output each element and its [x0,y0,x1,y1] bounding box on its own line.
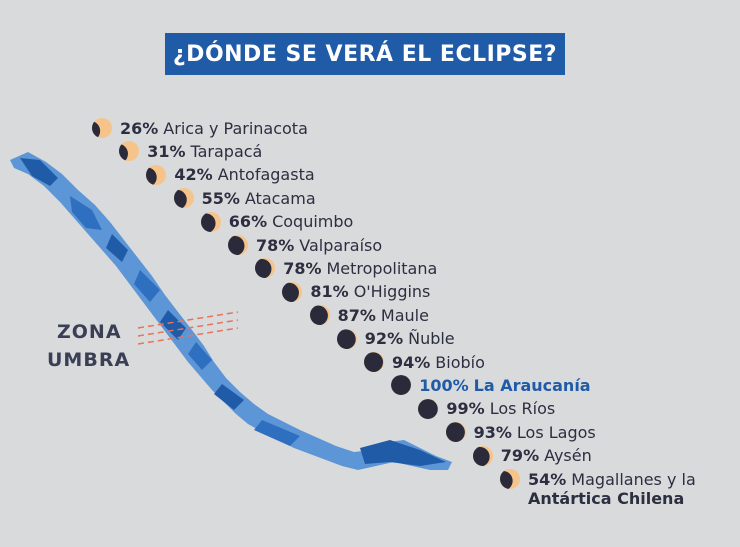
eclipse-icon [391,375,412,396]
region-percent: 66% [228,212,268,232]
region-percent: 42% [174,165,213,185]
map-region-maule [160,310,186,340]
region-item: 79% Aysén [472,445,592,467]
region-name-line2: Antártica Chilena [528,489,685,508]
region-item: 93% Los Lagos [445,421,596,443]
eclipse-icon [472,445,493,466]
eclipse-icon [228,235,248,255]
region-percent: 94% [392,352,431,372]
region-percent: 99% [446,399,485,419]
region-item: 100% La Araucanía [391,374,591,396]
map-region-lagos [214,384,244,410]
eclipse-icon [445,422,466,443]
zona-umbra-label-line1: ZONA [57,321,122,343]
region-name: Ñuble [408,329,455,349]
region-name: Coquimbo [272,212,354,232]
map-region-central [134,270,160,302]
eclipse-icon [364,352,384,372]
region-name: Arica y Parinacota [163,118,308,138]
region-percent: 55% [201,188,240,208]
map-region-magallanes [360,440,446,466]
region-name: Maule [380,305,429,325]
eclipse-icon [336,328,357,349]
region-percent: 100% [419,375,469,395]
eclipse-icon [282,281,303,302]
region-item: 99% Los Ríos [418,398,555,420]
region-item: 78% Valparaíso [228,234,382,256]
page-title: ¿DÓNDE SE VERÁ EL ECLIPSE? [165,33,565,75]
region-name: Metropolitana [326,258,438,278]
map-region-araucania [188,342,212,370]
region-name: La Araucanía [473,375,591,395]
map-region-aysen [254,420,300,446]
eclipse-icon [418,398,439,419]
region-item: 78% Metropolitana [255,257,437,279]
region-item: 66% Coquimbo [200,211,354,233]
region-name: Valparaíso [299,235,383,255]
eclipse-icon [92,118,112,138]
region-percent: 31% [147,141,186,161]
eclipse-icon [119,141,140,162]
region-percent: 78% [283,258,322,278]
region-percent: 78% [256,235,295,255]
region-name: Atacama [244,188,316,208]
region-item: 81% O'Higgins [282,281,430,303]
region-percent: 26% [120,118,159,138]
eclipse-icon [200,211,221,232]
umbra-zone-lines [137,311,239,345]
region-percent: 79% [500,446,540,466]
page-title-text: ¿DÓNDE SE VERÁ EL ECLIPSE? [172,41,558,67]
region-item: 26% Arica y Parinacota [92,117,308,139]
region-percent: 87% [337,305,376,325]
region-percent: 93% [473,422,512,442]
region-name: Los Lagos [516,422,596,442]
region-percent: 92% [364,329,404,349]
region-item: 31% Tarapacá [119,140,262,162]
zona-umbra-label-line2: UMBRA [47,349,131,371]
map-region-coquimbo [106,234,128,262]
region-percent: 54% [528,469,567,489]
eclipse-icon [255,258,276,279]
region-name: Magallanes y la [571,469,696,489]
region-item: 42% Antofagasta [146,164,315,186]
region-item: 92% Ñuble [336,328,455,350]
map-region-north [20,158,58,186]
region-item: 94% Biobío [364,351,485,373]
eclipse-icon [500,469,520,489]
region-name: Tarapacá [190,141,263,161]
region-item: 54% Magallanes y la [500,468,696,490]
eclipse-icon [146,164,167,185]
region-percent: 81% [310,282,349,302]
region-name: Los Ríos [489,399,556,419]
region-item: 87% Maule [309,304,429,326]
region-item: 55% Atacama [173,187,316,209]
map-region-atacama [70,196,102,230]
region-name: Antofagasta [217,165,315,185]
region-name: O'Higgins [353,282,431,302]
eclipse-icon [173,188,194,209]
region-name: Aysén [544,446,592,466]
eclipse-icon [309,305,330,326]
region-name: Biobío [435,352,485,372]
